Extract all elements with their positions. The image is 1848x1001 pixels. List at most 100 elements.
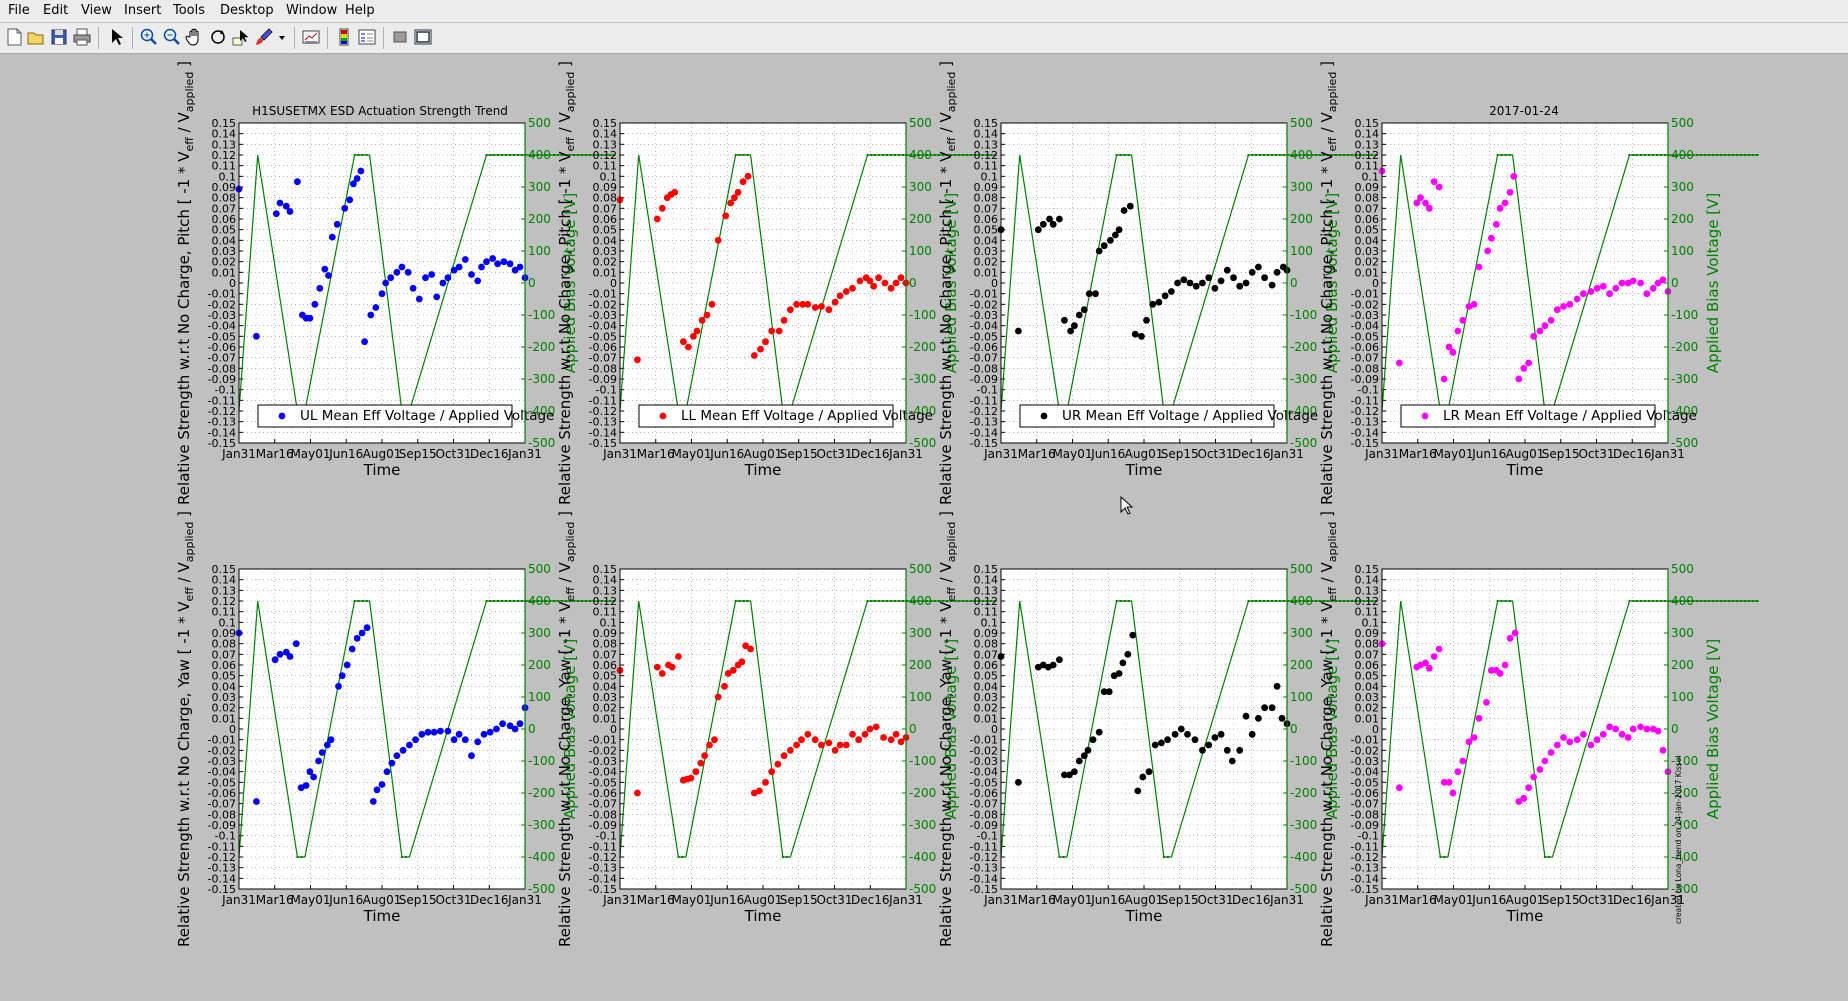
rotate-3d-icon[interactable] bbox=[207, 26, 229, 48]
data-point bbox=[804, 300, 812, 308]
menu-file[interactable]: File bbox=[8, 3, 30, 18]
arrow-pointer-icon[interactable] bbox=[105, 26, 127, 48]
y-tick-label: -0.13 bbox=[1351, 416, 1379, 429]
data-point bbox=[653, 215, 661, 223]
new-figure-icon[interactable] bbox=[3, 26, 25, 48]
zoom-in-icon[interactable] bbox=[138, 26, 160, 48]
save-icon[interactable] bbox=[48, 26, 70, 48]
bias-voltage-marker bbox=[1251, 154, 1254, 156]
menu-edit[interactable]: Edit bbox=[43, 3, 69, 18]
data-point bbox=[1230, 274, 1237, 282]
x-tick-label: Aug01 bbox=[744, 447, 783, 461]
y-right-tick-label: -200 bbox=[1671, 786, 1698, 800]
y-tick-label: 0.05 bbox=[593, 224, 618, 237]
data-point bbox=[856, 277, 864, 285]
data-point bbox=[486, 728, 494, 736]
legend-icon[interactable] bbox=[356, 26, 378, 48]
legend-box bbox=[638, 404, 894, 428]
y-tick-label: -0.09 bbox=[589, 373, 617, 386]
menu-insert[interactable]: Insert bbox=[124, 3, 162, 18]
y-right-tick-label: -500 bbox=[528, 882, 555, 896]
menu-help[interactable]: Help bbox=[345, 3, 375, 18]
menu-tools[interactable]: Tools bbox=[173, 3, 206, 18]
bias-voltage-marker bbox=[580, 600, 583, 602]
bias-voltage-marker bbox=[600, 600, 603, 602]
bias-voltage-marker bbox=[528, 154, 531, 156]
data-point bbox=[444, 274, 452, 282]
pan-hand-icon[interactable] bbox=[184, 26, 206, 48]
link-plot-icon[interactable] bbox=[300, 26, 322, 48]
y-right-tick-label: -100 bbox=[909, 754, 936, 768]
right-y-axis-label: Applied Bias Voltage [V] bbox=[1323, 639, 1341, 819]
bias-voltage-marker bbox=[1127, 600, 1130, 602]
data-point bbox=[367, 311, 375, 319]
y-right-tick-label: 500 bbox=[909, 116, 932, 130]
bias-voltage-marker bbox=[489, 600, 492, 602]
data-point bbox=[1095, 247, 1103, 255]
brush-dropdown-icon[interactable] bbox=[277, 26, 287, 48]
y-tick-label: -0.07 bbox=[970, 798, 998, 811]
data-point bbox=[358, 629, 366, 637]
zoom-out-icon[interactable] bbox=[161, 26, 183, 48]
y-tick-label: -0.06 bbox=[970, 341, 998, 354]
menu-view[interactable]: View bbox=[81, 3, 112, 18]
data-point bbox=[516, 263, 524, 271]
data-cursor-icon[interactable] bbox=[230, 26, 252, 48]
show-plot-tools-icon[interactable] bbox=[412, 26, 434, 48]
data-point bbox=[690, 332, 697, 340]
bias-voltage-marker bbox=[913, 600, 916, 602]
credit-text: created by Lona_trend on 24-Jan-2017 Kis… bbox=[1674, 756, 1683, 924]
data-point bbox=[292, 640, 300, 648]
bias-voltage-marker bbox=[556, 154, 559, 156]
colorbar-icon[interactable] bbox=[333, 26, 355, 48]
bias-voltage-marker bbox=[889, 600, 892, 602]
data-point bbox=[887, 284, 895, 292]
bias-voltage-line bbox=[1381, 600, 1759, 858]
bias-voltage-marker bbox=[1290, 600, 1293, 602]
y-tick-label: -0.02 bbox=[970, 298, 998, 311]
x-tick-label: Jan31 bbox=[1364, 447, 1399, 461]
x-tick-label: Mar16 bbox=[256, 893, 294, 907]
y-right-tick-label: 500 bbox=[909, 562, 932, 576]
data-point bbox=[1255, 714, 1262, 722]
data-point bbox=[731, 194, 738, 202]
menu-window[interactable]: Window bbox=[286, 3, 338, 18]
y-tick-label: 0.04 bbox=[212, 234, 237, 247]
data-point bbox=[1430, 178, 1438, 186]
y-right-tick-label: 300 bbox=[1671, 180, 1694, 194]
y-tick-label: 0.05 bbox=[974, 670, 999, 683]
y-tick-label: 0.08 bbox=[593, 192, 618, 205]
bias-voltage-marker bbox=[536, 154, 539, 156]
data-point bbox=[1470, 300, 1478, 308]
y-tick-label: -0.09 bbox=[1351, 819, 1379, 832]
data-point bbox=[1417, 194, 1424, 202]
bias-voltage-marker bbox=[508, 154, 511, 156]
print-icon[interactable] bbox=[71, 26, 93, 48]
bias-voltage-marker bbox=[1663, 600, 1666, 602]
open-file-icon[interactable] bbox=[25, 26, 47, 48]
hide-plot-tools-icon[interactable] bbox=[389, 26, 411, 48]
menu-desktop[interactable]: Desktop bbox=[220, 3, 274, 18]
data-point bbox=[750, 352, 758, 359]
y-right-tick-label: -400 bbox=[1671, 850, 1698, 864]
y-tick-label: 0.11 bbox=[974, 606, 999, 619]
y-tick-label: -0.09 bbox=[970, 819, 998, 832]
data-point bbox=[1261, 274, 1268, 282]
bias-voltage-marker bbox=[520, 154, 523, 156]
y-tick-label: -0.05 bbox=[1351, 776, 1379, 789]
y-tick-label: 0.09 bbox=[974, 627, 999, 640]
data-point bbox=[634, 789, 641, 797]
bias-voltage-marker bbox=[1703, 600, 1706, 602]
y-right-tick-label: -100 bbox=[909, 308, 936, 322]
y-right-tick-label: 500 bbox=[1671, 116, 1694, 130]
data-point bbox=[1248, 730, 1256, 738]
y-tick-label: -0.1 bbox=[1358, 830, 1379, 843]
y-right-tick-label: -200 bbox=[528, 340, 555, 354]
data-point bbox=[697, 759, 705, 767]
data-point bbox=[1080, 752, 1088, 760]
y-tick-label: 0.02 bbox=[212, 702, 237, 715]
y-tick-label: 0.09 bbox=[1355, 627, 1380, 640]
bias-voltage-marker bbox=[1302, 154, 1305, 156]
brush-icon[interactable] bbox=[253, 26, 275, 48]
bias-voltage-marker bbox=[1366, 600, 1369, 602]
